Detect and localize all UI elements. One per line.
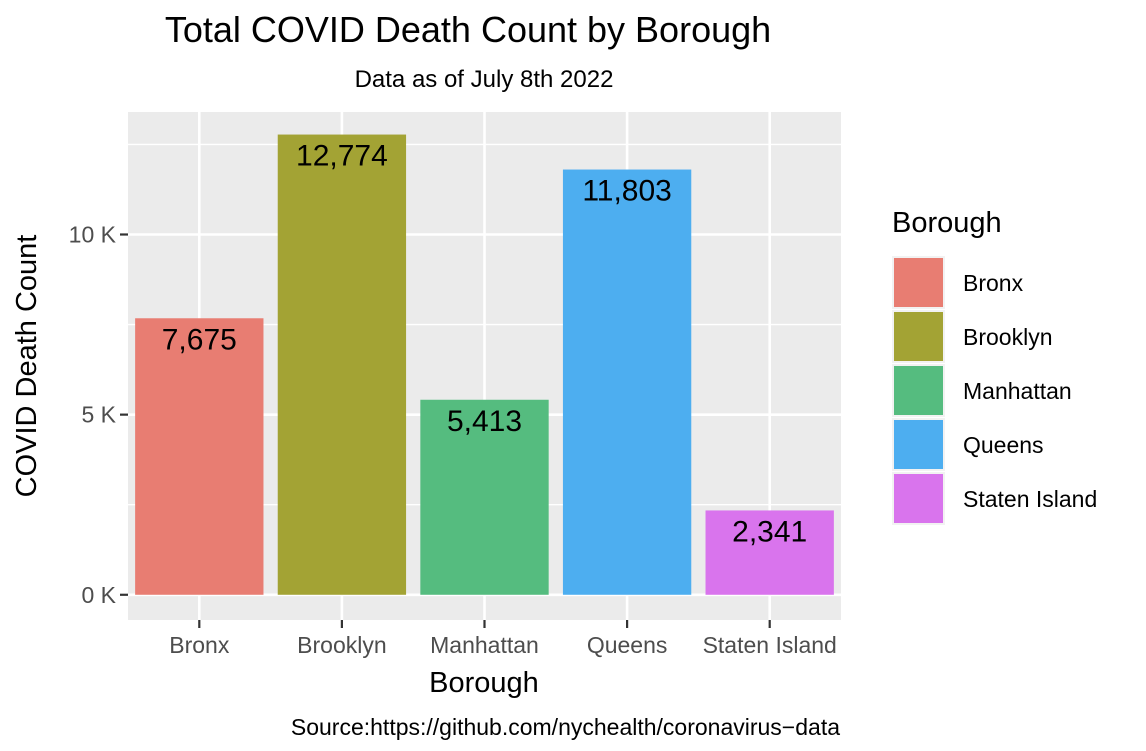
y-tick-label: 0 K bbox=[81, 582, 116, 608]
legend-title: Borough bbox=[892, 207, 1002, 239]
bar-queens bbox=[562, 169, 692, 595]
source-caption: Source:https://github.com/nychealth/coro… bbox=[291, 714, 840, 740]
chart-subtitle: Data as of July 8th 2022 bbox=[355, 66, 614, 93]
legend: Borough Bronx Brooklyn Manhattan Queens Stat… bbox=[892, 207, 1097, 525]
x-axis-title: Borough bbox=[429, 667, 539, 699]
bar-value-label: 2,341 bbox=[732, 515, 807, 548]
y-axis: 0 K 5 K 10 K bbox=[69, 221, 128, 608]
y-tick-label: 10 K bbox=[69, 221, 117, 247]
bar-value-label: 7,675 bbox=[162, 323, 237, 356]
bar-brooklyn bbox=[277, 134, 407, 595]
y-axis-title: COVID Death Count bbox=[11, 235, 43, 498]
x-tick-label: Bronx bbox=[169, 632, 230, 658]
bar-bronx bbox=[135, 318, 264, 595]
bar-value-label: 11,803 bbox=[582, 175, 672, 208]
legend-items: Bronx Brooklyn Manhattan Queens Staten Islan… bbox=[892, 256, 1097, 525]
x-tick-label: Manhattan bbox=[430, 632, 539, 658]
bar-value-label: 5,413 bbox=[447, 405, 522, 438]
legend-swatch bbox=[894, 258, 943, 307]
chart-title: Total COVID Death Count by Borough bbox=[165, 9, 771, 50]
x-axis: Bronx Brooklyn Manhattan Queens Staten Islan… bbox=[169, 620, 837, 658]
bar-staten-island bbox=[705, 510, 834, 595]
legend-label: Brooklyn bbox=[963, 324, 1052, 350]
legend-label: Bronx bbox=[963, 270, 1024, 296]
legend-label: Queens bbox=[963, 432, 1044, 458]
bars bbox=[135, 134, 834, 595]
y-tick-label: 5 K bbox=[81, 402, 116, 428]
legend-swatch bbox=[894, 420, 943, 469]
x-tick-label: Staten Island bbox=[703, 632, 837, 658]
legend-swatch bbox=[894, 312, 943, 361]
legend-swatch bbox=[894, 366, 943, 415]
bar-manhattan bbox=[420, 399, 549, 595]
bar-value-labels: 7,675 12,774 5,413 11,803 2,341 bbox=[162, 140, 807, 549]
x-tick-label: Brooklyn bbox=[297, 632, 386, 658]
legend-label: Manhattan bbox=[963, 378, 1072, 404]
x-tick-label: Queens bbox=[587, 632, 668, 658]
bar-value-label: 12,774 bbox=[296, 140, 388, 173]
legend-swatch bbox=[894, 474, 943, 523]
legend-label: Staten Island bbox=[963, 486, 1097, 512]
